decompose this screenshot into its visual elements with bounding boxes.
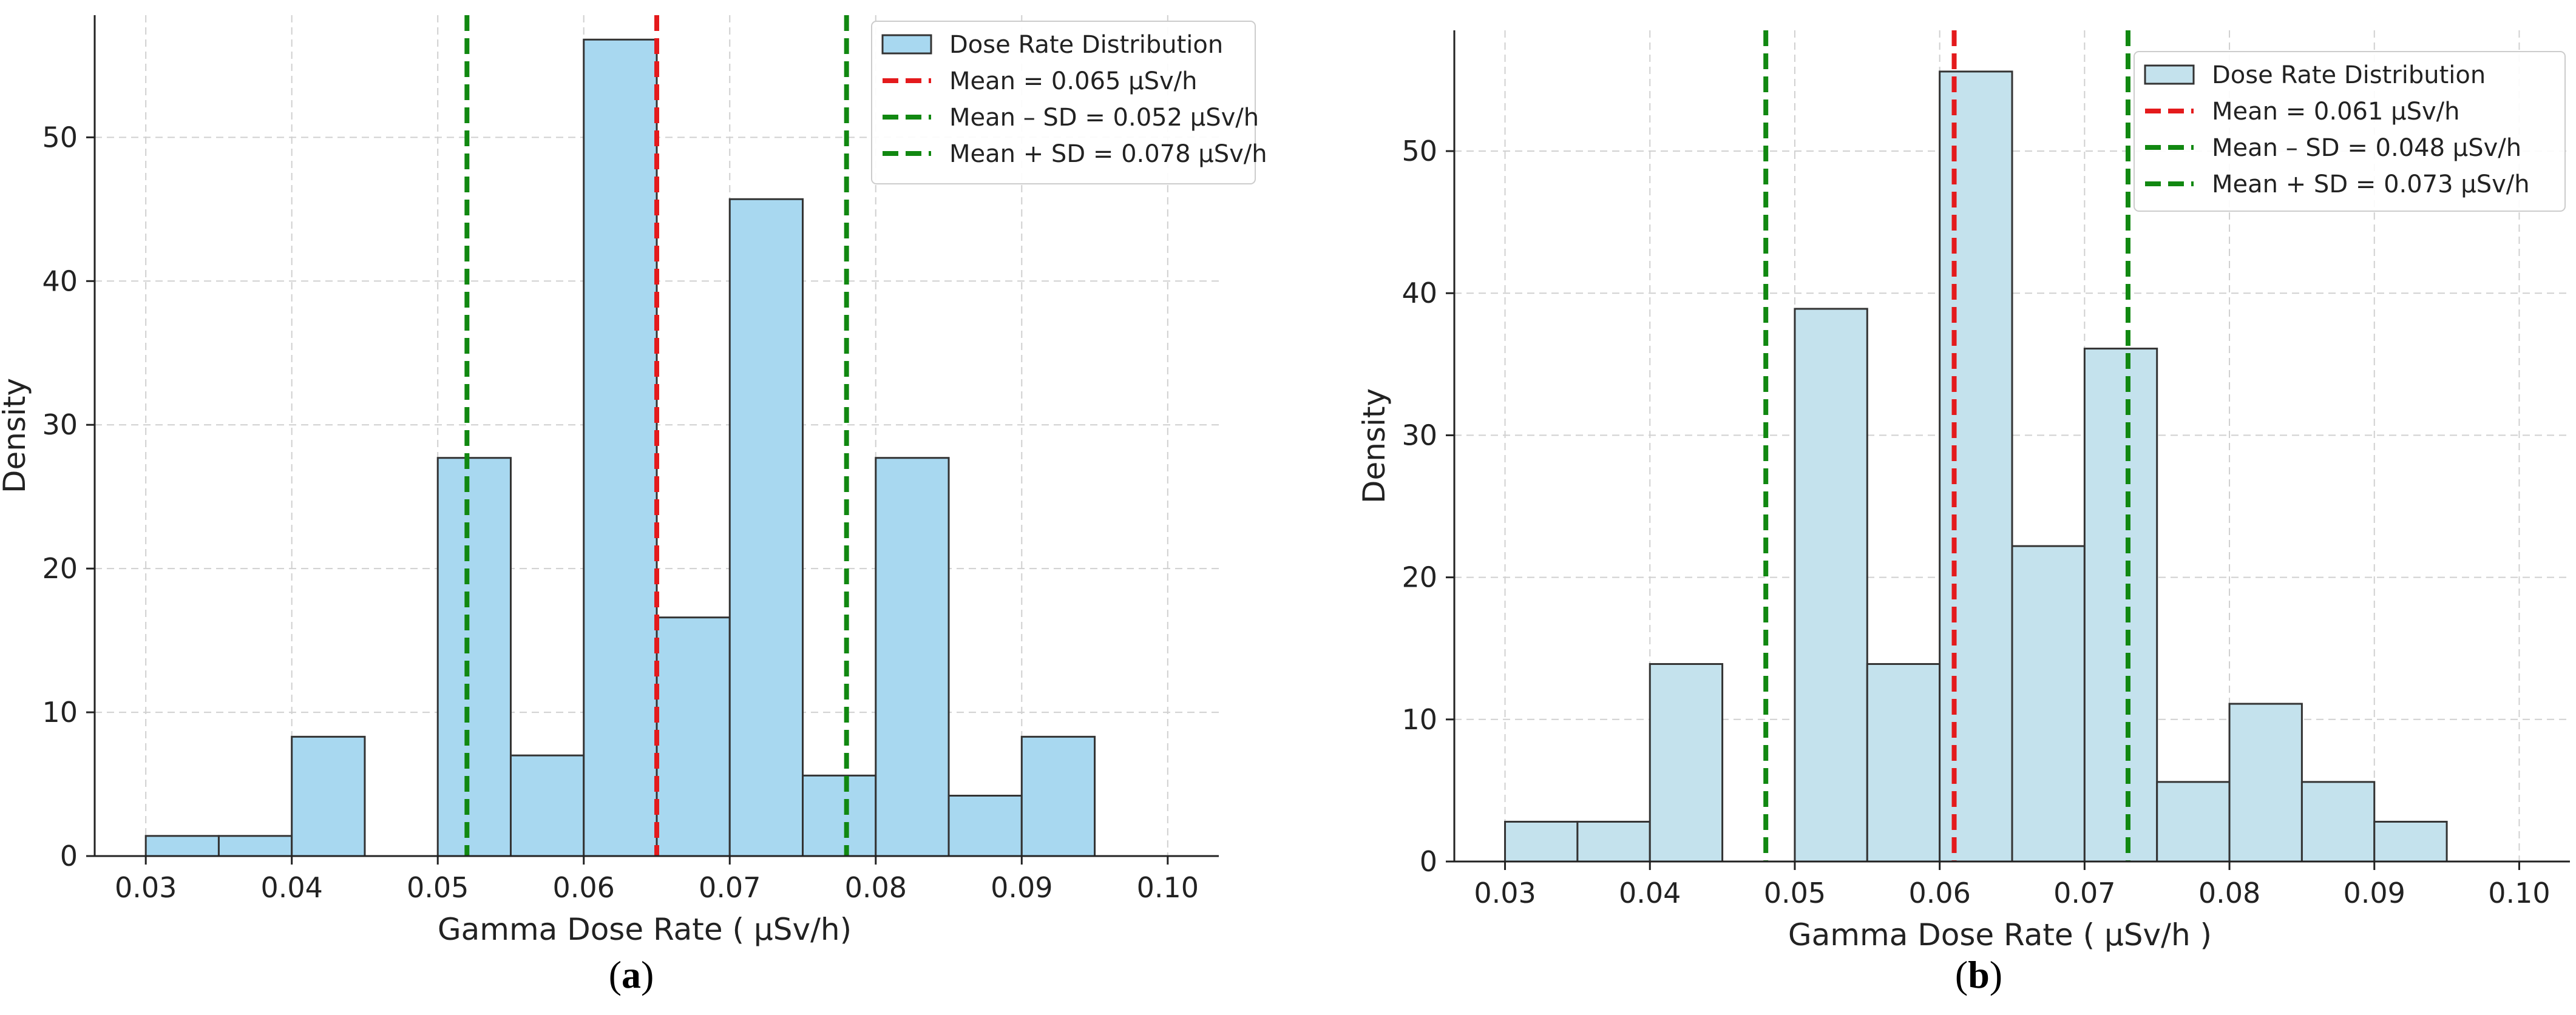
x-tick-label: 0.10 bbox=[2488, 877, 2550, 909]
y-tick-label: 10 bbox=[42, 696, 78, 729]
legend-label: Mean – SD = 0.052 µSv/h bbox=[949, 104, 1259, 132]
legend-label: Mean + SD = 0.073 µSv/h bbox=[2212, 170, 2530, 198]
legend-label: Mean + SD = 0.078 µSv/h bbox=[949, 140, 1267, 168]
histogram-bar bbox=[2228, 703, 2303, 863]
x-tick-label: 0.04 bbox=[260, 871, 322, 904]
histogram-bar bbox=[1649, 663, 1724, 863]
y-tick-label: 30 bbox=[1402, 419, 1437, 451]
x-tick-label: 0.09 bbox=[2344, 877, 2405, 909]
y-tick-label: 50 bbox=[1402, 135, 1437, 167]
histogram-bar bbox=[1866, 663, 1941, 863]
legend-label: Dose Rate Distribution bbox=[2212, 61, 2486, 89]
y-tick-label: 0 bbox=[1420, 845, 1437, 878]
caption-paren: ( bbox=[609, 953, 622, 996]
histogram-bar bbox=[875, 457, 950, 857]
legend-label: Mean = 0.065 µSv/h bbox=[949, 67, 1198, 95]
histogram-bar bbox=[291, 735, 366, 857]
x-tick-label: 0.03 bbox=[1474, 877, 1536, 909]
chart-caption: (b) bbox=[1955, 953, 2002, 996]
legend: Dose Rate Distribution Mean = 0.065 µSv/h… bbox=[871, 21, 1267, 184]
y-tick-label: 10 bbox=[1402, 703, 1437, 736]
caption-paren: ( bbox=[1955, 953, 1968, 996]
caption-paren: ) bbox=[641, 953, 654, 996]
y-tick-label: 50 bbox=[42, 121, 78, 153]
chart-caption: (a) bbox=[609, 953, 654, 996]
histogram-bar bbox=[656, 616, 731, 857]
y-tick-label: 20 bbox=[42, 552, 78, 585]
legend-frame bbox=[871, 21, 1256, 184]
histogram-bar bbox=[1939, 70, 2013, 863]
histogram-bar bbox=[802, 774, 877, 857]
histogram-bar bbox=[1020, 735, 1096, 857]
caption-letter: a bbox=[622, 953, 641, 996]
chart-b: 0.03 0.04 0.05 0.06 0.07 0.08 0.09 0.10 0 10 20 30 4… bbox=[1357, 30, 2570, 996]
histogram-bar bbox=[436, 457, 512, 857]
y-tick-label: 20 bbox=[1402, 561, 1437, 594]
x-tick-label: 0.08 bbox=[2198, 877, 2260, 909]
y-tick-label: 40 bbox=[1402, 277, 1437, 309]
x-tick-label: 0.06 bbox=[553, 871, 615, 904]
histogram-bars bbox=[1504, 70, 2448, 863]
x-tick-label: 0.09 bbox=[991, 871, 1052, 904]
x-tick-label: 0.06 bbox=[1908, 877, 1970, 909]
histogram-bar bbox=[947, 794, 1023, 857]
legend-swatch-bars bbox=[881, 34, 932, 55]
x-tick-label: 0.07 bbox=[2053, 877, 2115, 909]
histogram-bar bbox=[1576, 820, 1651, 863]
x-tick-label: 0.07 bbox=[699, 871, 761, 904]
y-tick-label: 40 bbox=[42, 265, 78, 297]
x-tick-label: 0.08 bbox=[845, 871, 907, 904]
x-tick-label: 0.03 bbox=[115, 871, 177, 904]
x-tick-label: 0.05 bbox=[407, 871, 469, 904]
histogram-bar bbox=[2083, 348, 2158, 863]
histogram-bar bbox=[144, 835, 220, 857]
histogram-bar bbox=[728, 198, 804, 857]
x-tick-label: 0.05 bbox=[1764, 877, 1826, 909]
caption-paren: ) bbox=[1990, 953, 2002, 996]
histogram-bar bbox=[2011, 545, 2086, 863]
histogram-bar bbox=[217, 835, 293, 857]
legend-frame bbox=[2134, 51, 2566, 212]
histogram-bar bbox=[2373, 820, 2448, 863]
histogram-bar bbox=[2300, 781, 2376, 863]
legend: Dose Rate Distribution Mean = 0.061 µSv/h… bbox=[2134, 51, 2566, 212]
histogram-bar bbox=[1794, 308, 1868, 863]
x-axis-label: Gamma Dose Rate ( µSv/h) bbox=[438, 912, 852, 947]
legend-swatch-bars bbox=[2144, 64, 2195, 85]
y-tick-label: 30 bbox=[42, 408, 78, 441]
chart-a: 0.03 0.04 0.05 0.06 0.07 0.08 0.09 0.10 0 10 20 30 4… bbox=[0, 15, 1267, 996]
histogram-bar bbox=[1504, 820, 1579, 863]
histogram-bar bbox=[583, 38, 658, 857]
y-axis-label: Density bbox=[0, 378, 32, 493]
y-tick-label: 0 bbox=[60, 840, 78, 872]
x-axis-label: Gamma Dose Rate ( µSv/h ) bbox=[1788, 917, 2212, 953]
histogram-bar bbox=[2156, 781, 2231, 863]
caption-letter: b bbox=[1968, 953, 1990, 996]
x-tick-label: 0.10 bbox=[1137, 871, 1199, 904]
y-axis-label: Density bbox=[1357, 388, 1392, 504]
legend-label: Mean – SD = 0.048 µSv/h bbox=[2212, 134, 2521, 162]
legend-label: Mean = 0.061 µSv/h bbox=[2212, 98, 2460, 126]
legend-label: Dose Rate Distribution bbox=[949, 31, 1223, 59]
histogram-bars bbox=[144, 38, 1096, 857]
histogram-bar bbox=[509, 754, 585, 857]
x-tick-label: 0.04 bbox=[1619, 877, 1681, 909]
